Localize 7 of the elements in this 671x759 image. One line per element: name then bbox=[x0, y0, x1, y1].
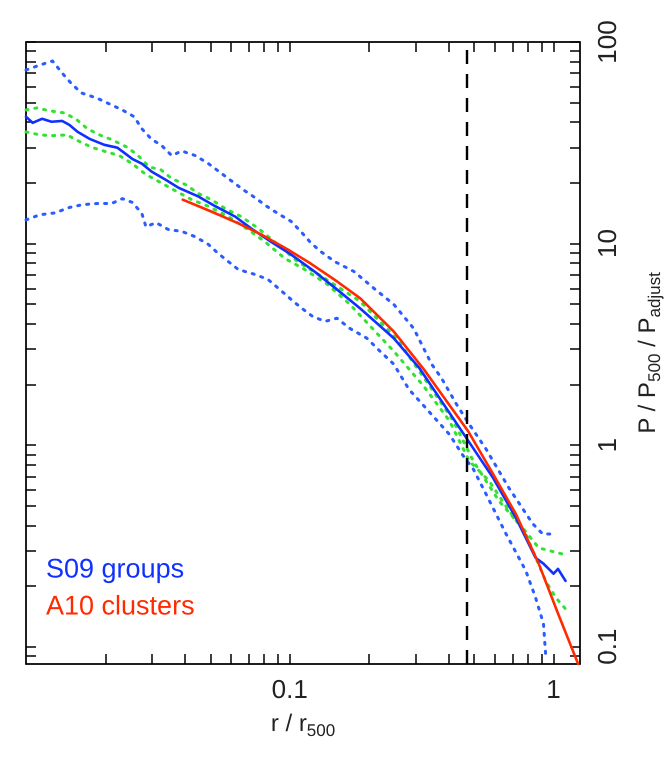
text: A10 clusters bbox=[46, 590, 195, 620]
y-axis-title: P / P500 / Padjust bbox=[634, 272, 664, 434]
y-tick-label: 0.1 bbox=[592, 628, 622, 665]
text: S09 groups bbox=[46, 554, 184, 584]
y-tick-label: 1 bbox=[592, 438, 622, 452]
y-tick-label: 100 bbox=[592, 20, 622, 64]
y-tick-label: 10 bbox=[592, 229, 622, 258]
